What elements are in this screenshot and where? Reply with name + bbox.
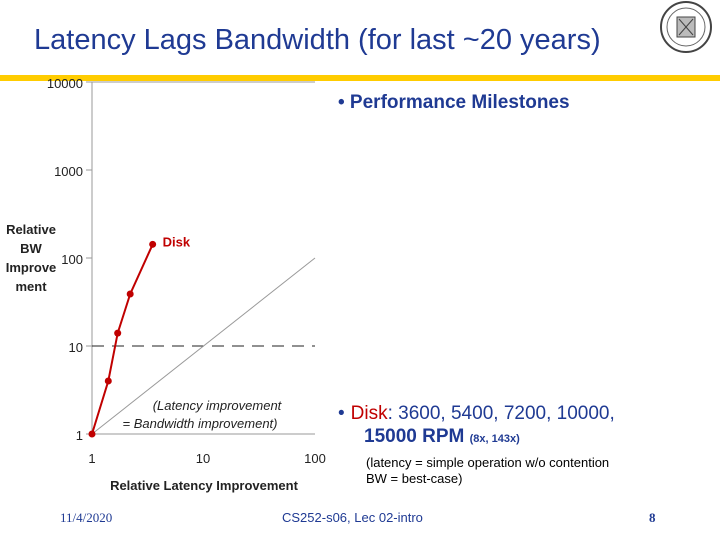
y-axis-label-line: BW: [20, 241, 42, 256]
y-axis-label-line: ment: [15, 279, 47, 294]
equal-improvement-line: [91, 257, 316, 435]
x-tick-label: 10: [196, 451, 210, 466]
y-tick-label: 100: [61, 252, 83, 267]
performance-milestones-heading: • Performance Milestones: [338, 92, 570, 113]
disk-milestones-bullet: • Disk: 3600, 5400, 7200, 10000, 15000 RP…: [338, 402, 718, 451]
x-tick-label: 1: [88, 451, 95, 466]
disk-rpm-last: 15000 RPM: [364, 426, 465, 447]
data-point: [88, 430, 96, 438]
page-number: 8: [649, 510, 656, 525]
slide-title: Latency Lags Bandwidth (for last ~20 yea…: [34, 24, 601, 56]
data-point: [114, 329, 122, 337]
data-point: [104, 377, 112, 385]
y-tick-label: 10000: [47, 76, 83, 91]
y-axis-label-line: Improve: [6, 260, 57, 275]
series-line-disk: [91, 243, 154, 435]
data-point: [149, 240, 157, 248]
series-label: Disk: [163, 234, 191, 249]
y-axis-label-line: Relative: [6, 222, 56, 237]
bullet-marker: •: [338, 403, 345, 424]
y-tick-label: 1: [76, 428, 83, 443]
reference-line-label: (Latency improvement: [153, 398, 283, 413]
y-tick-label: 1000: [54, 164, 83, 179]
x-axis-label: Relative Latency Improvement: [110, 478, 299, 493]
note-line: (latency = simple operation w/o contenti…: [366, 455, 610, 470]
x-tick-label: 100: [304, 451, 326, 466]
disk-rpm-values: : 3600, 5400, 7200, 10000,: [387, 403, 615, 424]
university-seal-icon: [660, 1, 712, 53]
footer-course: CS252-s06, Lec 02-intro: [282, 510, 423, 525]
y-tick-label: 10: [69, 340, 83, 355]
data-point: [126, 290, 134, 298]
footer-date: 11/4/2020: [60, 510, 113, 525]
reference-line-label: = Bandwidth improvement): [123, 416, 278, 431]
title-underline: [0, 75, 720, 81]
disk-improvement-factors: (8x, 143x): [469, 433, 520, 445]
disk-label: Disk: [350, 403, 388, 424]
definition-note: (latency = simple operation w/o contenti…: [366, 455, 609, 487]
note-line: BW = best-case): [366, 471, 463, 486]
